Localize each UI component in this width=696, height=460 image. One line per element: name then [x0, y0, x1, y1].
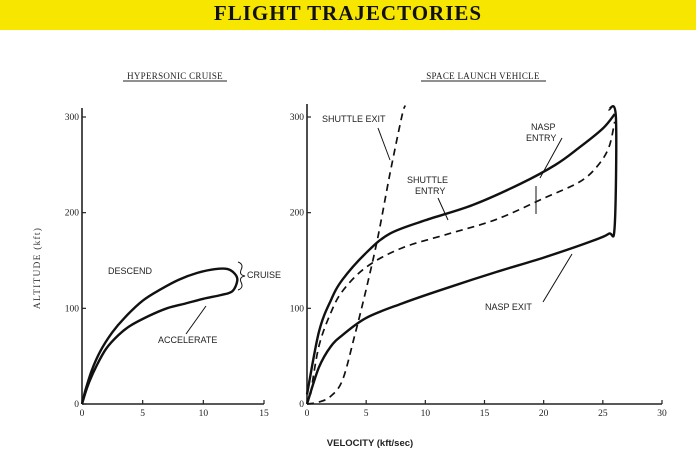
left-x-tick-label: 15 [259, 409, 269, 419]
nasp-exit-curve [305, 105, 618, 405]
left-ticks: 0 5 10 15 0 100 200 300 [65, 113, 269, 419]
space-launch-vehicle-panel: SPACE LAUNCH VEHICLE 0 5 10 15 20 25 300100200… [290, 71, 667, 419]
shuttle-exit-leader [377, 127, 391, 161]
left-curves [80, 267, 239, 405]
descend-label: DESCEND [108, 266, 153, 276]
left-trajectory-0-curve [80, 267, 239, 405]
right-x-tick-label: 20 [539, 409, 549, 419]
right-x-tick-label: 5 [364, 409, 369, 419]
title-banner [0, 0, 696, 30]
right-panel-title: SPACE LAUNCH VEHICLE [426, 71, 540, 81]
shuttle-entry-curve [309, 121, 616, 395]
left-y-tick-label: 200 [65, 209, 80, 219]
shuttle-entry-label-line1: SHUTTLE [407, 175, 448, 185]
nasp-entry-curve [305, 113, 616, 395]
nasp-exit-label: NASP EXIT [485, 302, 532, 312]
shuttle-entry-label-line2: ENTRY [415, 186, 445, 196]
left-panel-title: HYPERSONIC CRUISE [127, 71, 223, 81]
nasp-exit-leader [542, 253, 573, 303]
nasp-entry-leader [539, 137, 563, 179]
cruise-brace [237, 261, 246, 291]
shuttle-exit-label: SHUTTLE EXIT [322, 114, 386, 124]
left-x-tick-label: 5 [140, 409, 145, 419]
right-curves [305, 105, 618, 405]
page-title: FLIGHT TRAJECTORIES [213, 1, 483, 25]
shuttle-entry-leader [437, 197, 449, 221]
right-x-tick-label: 10 [421, 409, 431, 419]
nasp-entry-label-line1: NASP [531, 122, 556, 132]
shuttle-exit-curve [306, 105, 407, 405]
x-axis-label: VELOCITY (kft/sec) [327, 438, 413, 449]
accelerate-label: ACCELERATE [158, 335, 217, 345]
right-x-tick-label: 0 [305, 409, 310, 419]
left-y-tick-label: 300 [65, 113, 80, 123]
left-x-tick-label: 10 [199, 409, 209, 419]
right-x-tick-label: 15 [480, 409, 490, 419]
left-y-tick-label: 0 [74, 400, 79, 410]
y-axis-label: ALTITUDE (kft) [32, 227, 43, 309]
right-y-tick-label: 200 [290, 209, 305, 219]
accelerate-leader [185, 305, 207, 335]
right-x-tick-label: 30 [657, 409, 667, 419]
right-x-tick-label: 25 [598, 409, 608, 419]
left-x-tick-label: 0 [80, 409, 85, 419]
cruise-label: CRUISE [247, 270, 281, 280]
right-y-tick-label: 100 [290, 304, 305, 314]
left-y-tick-label: 100 [65, 304, 80, 314]
right-y-tick-label: 300 [290, 113, 305, 123]
nasp-entry-label-line2: ENTRY [526, 133, 556, 143]
right-y-tick-label: 0 [299, 400, 304, 410]
hypersonic-cruise-panel: HYPERSONIC CRUISE 0 5 10 15 0 100 200 300 DESCE… [65, 71, 281, 419]
